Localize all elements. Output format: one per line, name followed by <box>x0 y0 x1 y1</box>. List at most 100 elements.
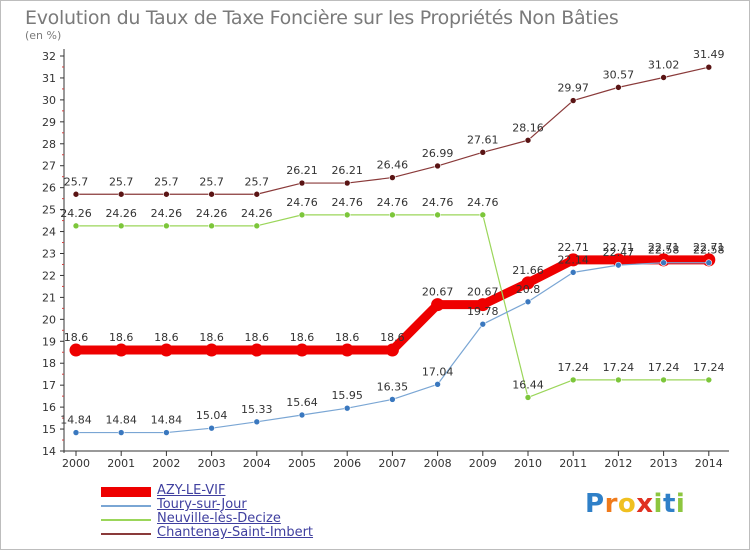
data-label: 22.47 <box>603 246 635 259</box>
data-point <box>253 222 261 230</box>
data-point <box>159 343 173 357</box>
data-point <box>117 222 125 230</box>
data-point <box>208 222 215 230</box>
x-tick-label: 2000 <box>62 457 90 470</box>
data-point <box>253 190 261 198</box>
data-point <box>479 320 487 328</box>
data-point <box>343 404 351 412</box>
data-label: 24.76 <box>377 196 409 209</box>
data-label: 24.26 <box>60 207 92 220</box>
data-label: 24.26 <box>151 207 183 220</box>
data-label: 22.71 <box>648 241 680 254</box>
data-point <box>389 211 396 219</box>
data-point <box>705 63 713 71</box>
data-label: 26.21 <box>331 164 363 177</box>
data-point <box>163 190 170 198</box>
data-point <box>479 211 487 219</box>
data-point <box>117 190 125 198</box>
chart-title: Evolution du Taux de Taxe Foncière sur l… <box>25 7 619 29</box>
x-tick-label: 2005 <box>288 457 316 470</box>
logo-letter: i <box>675 489 686 519</box>
data-label: 18.6 <box>245 331 270 344</box>
data-point <box>660 376 667 384</box>
data-point <box>205 343 219 357</box>
y-tick-label: 21 <box>42 291 56 304</box>
data-label: 18.6 <box>380 331 405 344</box>
data-label: 24.76 <box>422 196 454 209</box>
legend-swatch <box>101 487 151 497</box>
data-point <box>343 211 351 219</box>
data-point <box>72 222 80 230</box>
data-label: 26.99 <box>422 147 454 160</box>
x-tick-label: 2010 <box>514 457 542 470</box>
x-tick-label: 2004 <box>243 457 271 470</box>
data-label: 21.66 <box>512 264 544 277</box>
data-label: 26.46 <box>377 159 409 172</box>
data-label: 14.84 <box>151 414 183 427</box>
y-tick-label: 15 <box>42 423 56 436</box>
data-point <box>72 429 80 436</box>
data-label: 31.49 <box>693 48 725 61</box>
x-tick-label: 2007 <box>378 457 406 470</box>
x-tick-label: 2012 <box>604 457 632 470</box>
legend-swatch <box>101 519 151 521</box>
y-tick-label: 19 <box>42 335 56 348</box>
data-label: 17.24 <box>557 361 589 374</box>
legend-swatch <box>101 505 151 507</box>
data-label: 16.44 <box>512 378 544 391</box>
data-point <box>389 396 396 403</box>
data-point <box>434 211 441 219</box>
data-point <box>569 269 577 276</box>
data-point <box>521 276 535 290</box>
x-tick-label: 2008 <box>424 457 452 470</box>
legend-label: Toury-sur-Jour <box>157 497 247 512</box>
data-label: 17.24 <box>648 361 680 374</box>
x-tick-label: 2006 <box>333 457 361 470</box>
y-tick-label: 27 <box>42 160 56 173</box>
data-label: 18.6 <box>109 331 134 344</box>
logo-letter: t <box>662 489 676 519</box>
data-label: 22.71 <box>693 241 725 254</box>
data-label: 25.7 <box>154 175 179 188</box>
data-label: 19.78 <box>467 305 499 318</box>
data-point <box>660 259 667 267</box>
x-tick-label: 2003 <box>198 457 226 470</box>
data-point <box>615 376 622 384</box>
data-point <box>615 261 622 269</box>
legend-swatch <box>101 533 151 535</box>
chart-unit-label: (en %) <box>25 29 62 42</box>
data-label: 30.57 <box>603 68 635 81</box>
legend-label: Chantenay-Saint-Imbert <box>157 525 314 540</box>
data-label: 25.7 <box>109 175 134 188</box>
data-point <box>566 253 580 267</box>
data-label: 17.24 <box>693 361 725 374</box>
y-tick-label: 31 <box>42 72 56 85</box>
data-point <box>298 179 306 187</box>
data-label: 18.6 <box>64 331 89 344</box>
data-label: 18.6 <box>154 331 179 344</box>
logo-letter: o <box>617 489 637 519</box>
y-tick-label: 25 <box>42 204 56 217</box>
data-label: 29.97 <box>557 82 589 95</box>
data-label: 15.95 <box>331 389 363 402</box>
data-label: 20.8 <box>516 283 541 296</box>
y-tick-label: 23 <box>42 248 56 261</box>
data-point <box>705 259 713 267</box>
data-point <box>295 343 309 357</box>
data-label: 25.7 <box>199 175 224 188</box>
y-tick-label: 20 <box>42 313 56 326</box>
proxiti-logo[interactable]: Proxiti <box>585 489 685 519</box>
data-point <box>524 298 532 306</box>
y-tick-label: 14 <box>42 445 56 458</box>
data-label: 16.35 <box>377 380 409 393</box>
x-tick-label: 2013 <box>650 457 678 470</box>
data-point <box>524 136 532 144</box>
data-point <box>524 394 532 401</box>
logo-letter: P <box>585 489 605 519</box>
data-label: 15.33 <box>241 403 273 416</box>
data-point <box>479 149 487 156</box>
data-label: 24.26 <box>241 207 273 220</box>
data-point <box>569 97 577 104</box>
data-label: 22.71 <box>603 241 635 254</box>
